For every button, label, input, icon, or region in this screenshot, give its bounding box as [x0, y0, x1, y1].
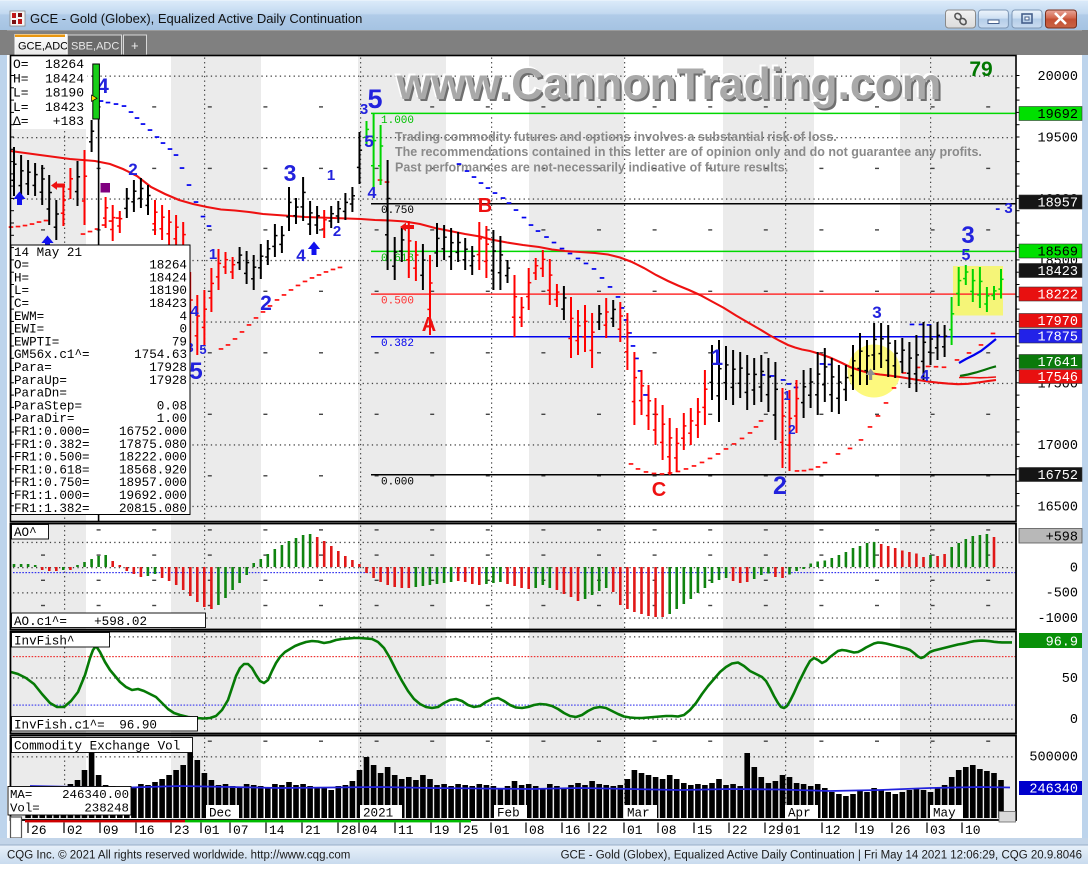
- svg-text:H=: H=: [13, 71, 29, 86]
- svg-text:2: 2: [333, 223, 341, 240]
- svg-text:5: 5: [364, 132, 373, 151]
- svg-text:3: 3: [360, 101, 368, 118]
- svg-text:4: 4: [190, 303, 199, 320]
- svg-text:+183: +183: [53, 114, 84, 129]
- svg-text:L=: L=: [13, 100, 29, 115]
- svg-text:4: 4: [296, 246, 306, 265]
- svg-text:1: 1: [783, 388, 790, 403]
- svg-text:1.000: 1.000: [381, 115, 414, 127]
- svg-text:2: 2: [788, 422, 795, 437]
- svg-text:3: 3: [872, 303, 881, 322]
- svg-text:SBE,ADC: SBE,ADC: [71, 41, 119, 53]
- svg-text:FR1:1.382=: FR1:1.382=: [14, 502, 90, 516]
- svg-text:1: 1: [711, 345, 723, 370]
- svg-text:5: 5: [962, 247, 971, 264]
- svg-text:20815.080: 20815.080: [119, 502, 187, 516]
- svg-text:3: 3: [961, 222, 974, 249]
- svg-text:5: 5: [199, 342, 206, 357]
- svg-text:2: 2: [773, 472, 787, 500]
- svg-text:79: 79: [969, 58, 992, 81]
- svg-text:0.382: 0.382: [381, 338, 414, 350]
- svg-text:1: 1: [327, 167, 335, 184]
- svg-text:4: 4: [368, 185, 377, 202]
- svg-text:+: +: [131, 38, 139, 53]
- svg-text:3: 3: [284, 160, 297, 186]
- svg-text:GCE - Gold (Globex), Equalized: GCE - Gold (Globex), Equalized Active Da…: [30, 11, 362, 26]
- svg-text:5: 5: [189, 358, 202, 385]
- svg-text:18424: 18424: [45, 71, 84, 86]
- svg-text:4: 4: [921, 368, 930, 385]
- svg-text:Δ=: Δ=: [13, 114, 29, 129]
- svg-text:0.750: 0.750: [381, 205, 414, 217]
- svg-text:1: 1: [209, 246, 217, 263]
- svg-text:L=: L=: [13, 86, 29, 101]
- svg-text:Past performances are not-nece: Past performances are not-necessarily in…: [395, 160, 788, 174]
- svg-text:O=: O=: [13, 57, 29, 72]
- svg-text:18190: 18190: [45, 86, 84, 101]
- svg-text:2: 2: [260, 292, 272, 315]
- svg-text:The recommendations contained: The recommendations contained in this le…: [395, 145, 982, 159]
- svg-text:18423: 18423: [45, 100, 84, 115]
- svg-text:C: C: [652, 479, 666, 501]
- svg-text:- 3: - 3: [995, 200, 1013, 217]
- svg-text:B: B: [478, 195, 492, 217]
- svg-text:Trading commodity futures and: Trading commodity futures and options in…: [395, 130, 837, 144]
- svg-text:www.CannonTrading.com: www.CannonTrading.com: [396, 60, 942, 109]
- svg-text:0.000: 0.000: [381, 476, 414, 488]
- svg-text:A: A: [422, 314, 436, 336]
- svg-text:5: 5: [367, 84, 382, 114]
- svg-text:GCE,ADC: GCE,ADC: [18, 41, 68, 53]
- svg-text:2: 2: [128, 160, 137, 179]
- svg-text:0.500: 0.500: [381, 296, 414, 308]
- svg-text:18264: 18264: [45, 57, 84, 72]
- svg-text:17928: 17928: [149, 374, 187, 388]
